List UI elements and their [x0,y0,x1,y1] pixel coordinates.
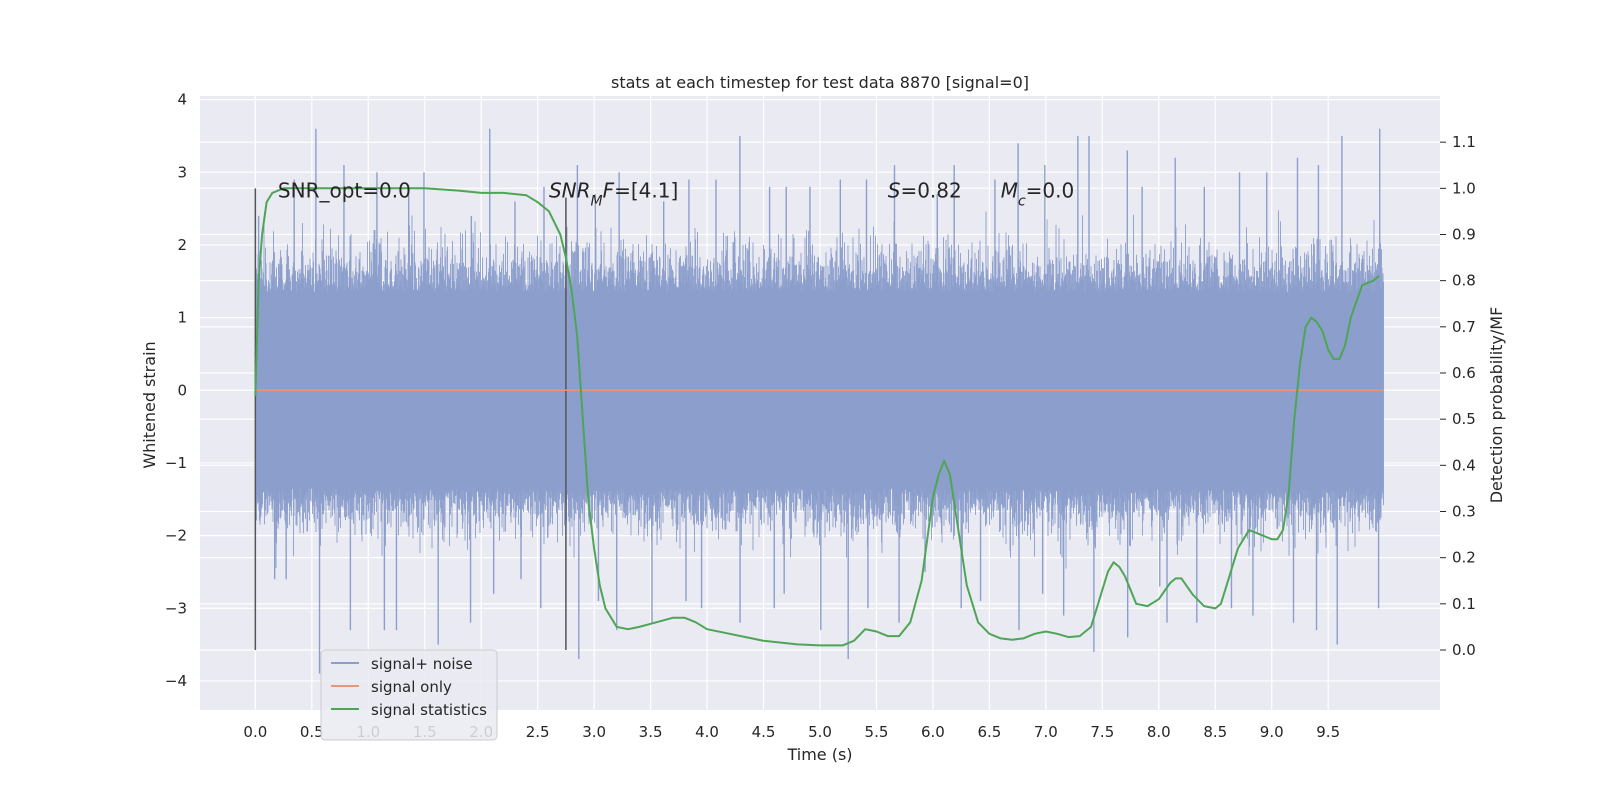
y-right-tick-label: 0.0 [1452,641,1476,659]
y-left-tick-label: 3 [177,163,187,181]
x-tick-label: 5.5 [865,723,889,741]
x-tick-label: 4.0 [695,723,719,741]
x-tick-label: 9.0 [1260,723,1284,741]
signal-statistics-line [254,187,1380,647]
legend: signal+ noise signal only signal statist… [320,649,498,741]
y-right-tick-label: 1.1 [1452,133,1476,151]
x-tick-label: 2.5 [526,723,550,741]
x-tick-label: 8.0 [1147,723,1171,741]
legend-label-signal-noise: signal+ noise [371,655,473,673]
legend-label-signal-statistics: signal statistics [371,701,487,719]
y-left-tick-label: 2 [177,236,187,254]
annotation-2: S=0.82 [888,179,962,203]
y-right-tick-label: 0.4 [1452,456,1476,474]
x-tick-label: 0.5 [300,723,324,741]
x-tick-label: 4.5 [752,723,776,741]
x-tick-label: 5.0 [808,723,832,741]
x-tick-label: 8.5 [1203,723,1227,741]
chart-title: stats at each timestep for test data 887… [611,73,1029,92]
y-right-tick-label: 0.8 [1452,272,1476,290]
y-right-tick-label: 0.1 [1452,595,1476,613]
y-left-tick-label: −3 [165,599,187,617]
x-tick-label: 3.0 [582,723,606,741]
x-tick-label: 3.5 [639,723,663,741]
x-axis-label: Time (s) [786,745,852,764]
y-axis-label-right: Detection probability/MF [1487,307,1506,504]
y-left-tick-label: 1 [177,309,187,327]
y-right-tick-label: 1.0 [1452,179,1476,197]
annotation-3: Mc=0.0 [1001,179,1075,210]
y-axis-label-left: Whitened strain [140,341,159,468]
y-right-tick-label: 0.3 [1452,502,1476,520]
x-tick-label: 7.0 [1034,723,1058,741]
x-tick-label: 6.5 [977,723,1001,741]
y-left-tick-label: −4 [165,672,187,690]
annotations: SNR_opt=0.0 SNRMF=[4.1] S=0.82 Mc=0.0 [278,179,1074,210]
y-right-tick-label: 0.6 [1452,364,1476,382]
signal-statistics-series [254,187,1380,647]
vertical-markers [254,188,567,650]
y-right-tick-label: 0.2 [1452,549,1476,567]
tick-labels: 0.00.51.01.52.02.53.03.54.04.55.05.56.06… [165,91,1476,741]
annotation-1: SNRMF=[4.1] [549,179,678,210]
y-left-tick-label: −1 [165,454,187,472]
y-right-tick-label: 0.5 [1452,410,1476,428]
x-tick-label: 0.0 [243,723,267,741]
legend-box [320,649,498,741]
y-right-tick-label: 0.7 [1452,318,1476,336]
annotation-0: SNR_opt=0.0 [278,179,411,203]
y-right-tick-label: 0.9 [1452,225,1476,243]
x-tick-label: 9.5 [1316,723,1340,741]
legend-label-signal-only: signal only [371,678,452,696]
y-left-tick-label: 0 [177,381,187,399]
y-left-tick-label: −2 [165,527,187,545]
x-tick-label: 7.5 [1090,723,1114,741]
y-left-tick-label: 4 [177,91,187,109]
x-tick-label: 6.0 [921,723,945,741]
